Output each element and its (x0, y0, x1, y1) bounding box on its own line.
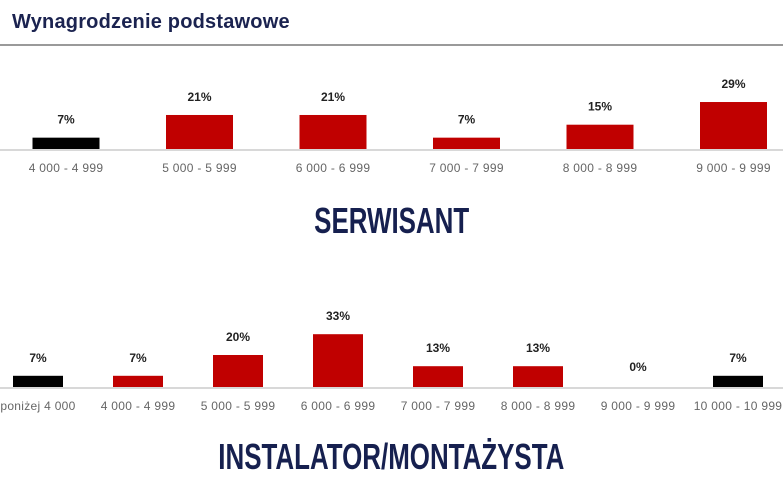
x-tick-label: 10 000 - 10 999 (694, 399, 783, 413)
chart-title-instalator: INSTALATOR/MONTAŻYSTA (0, 436, 783, 478)
x-tick-label: 6 000 - 6 999 (301, 399, 376, 413)
bar (566, 124, 634, 149)
bar (32, 137, 100, 149)
chart-title-text: INSTALATOR/MONTAŻYSTA (218, 436, 565, 477)
x-tick-label: 7 000 - 7 999 (429, 161, 504, 175)
chart-title-serwisant: SERWISANT (0, 200, 783, 242)
bar (166, 114, 233, 149)
bar (213, 355, 263, 387)
data-label: 33% (326, 309, 350, 323)
bar (513, 366, 563, 387)
data-label: 7% (729, 351, 747, 365)
data-label: 20% (226, 330, 250, 344)
data-label: 13% (526, 341, 550, 355)
page-title: Wynagrodzenie podstawowe (12, 11, 290, 33)
x-tick-label: 8 000 - 8 999 (563, 161, 638, 175)
data-label: 13% (426, 341, 450, 355)
data-label: 7% (57, 113, 75, 127)
bar (713, 375, 763, 387)
bar (299, 114, 367, 149)
x-tick-label: 6 000 - 6 999 (296, 161, 371, 175)
data-label: 7% (129, 351, 147, 365)
data-label: 7% (29, 351, 47, 365)
bar (413, 366, 463, 387)
x-tick-label: 9 000 - 9 999 (601, 399, 676, 413)
x-tick-label: 8 000 - 8 999 (501, 399, 576, 413)
x-tick-label: 7 000 - 7 999 (401, 399, 476, 413)
title-divider (0, 44, 783, 46)
data-label: 0% (629, 360, 647, 374)
x-tick-label: 5 000 - 5 999 (201, 399, 276, 413)
bar (433, 137, 500, 149)
bar (700, 102, 767, 149)
data-label: 7% (458, 113, 476, 127)
data-label: 21% (187, 90, 211, 104)
bar (13, 375, 63, 387)
data-label: 21% (321, 90, 345, 104)
data-label: 15% (588, 100, 612, 114)
chart-title-text: SERWISANT (313, 200, 470, 241)
bar (313, 334, 363, 387)
x-tick-label: 4 000 - 4 999 (101, 399, 176, 413)
x-tick-label: 9 000 - 9 999 (696, 161, 771, 175)
data-label: 29% (721, 77, 745, 91)
bar (113, 375, 163, 387)
x-tick-label: 5 000 - 5 999 (162, 161, 237, 175)
x-tick-label: 4 000 - 4 999 (29, 161, 104, 175)
x-tick-label: poniżej 4 000 (0, 399, 75, 413)
